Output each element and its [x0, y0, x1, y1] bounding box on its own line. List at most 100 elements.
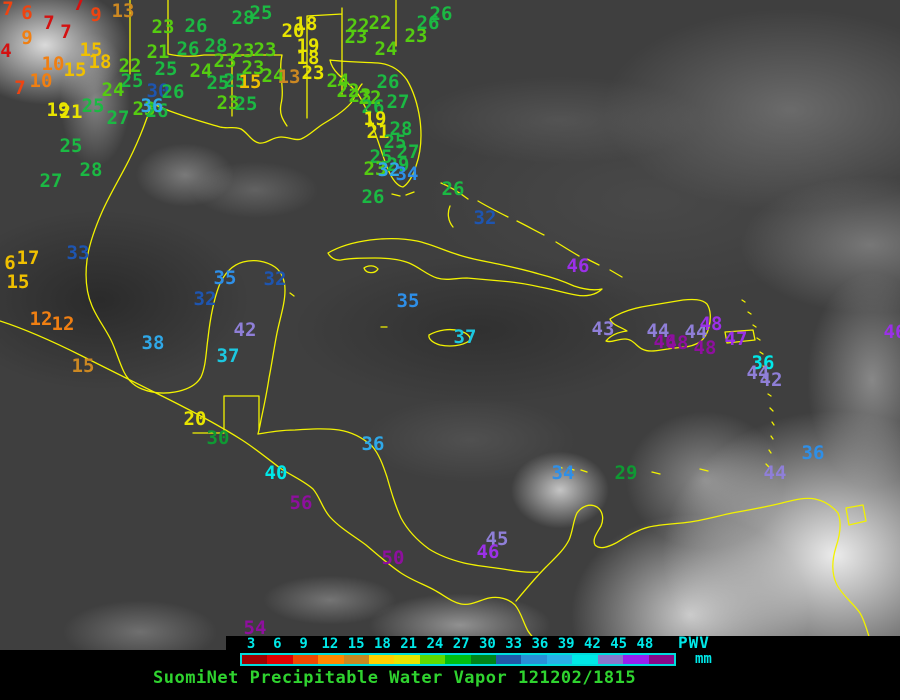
coastline-us-gulf — [151, 83, 363, 144]
station-value: 30 — [206, 427, 230, 450]
station-value: 45 — [485, 528, 509, 551]
station-value: 38 — [141, 332, 165, 355]
station-value: 43 — [591, 318, 615, 341]
station-value: 24 — [189, 60, 213, 83]
station-value: 30 — [146, 80, 170, 103]
station-value: 36 — [361, 433, 385, 456]
colorbar-tick-label: 12 — [321, 636, 339, 652]
station-value: 28 — [389, 118, 413, 141]
station-value: 21 — [366, 121, 390, 144]
station-value: 22 — [358, 87, 382, 110]
station-value: 44 — [646, 320, 670, 343]
station-value: 7 — [60, 21, 72, 44]
station-value: 25 — [154, 58, 178, 81]
colorbar-tick-label: 45 — [610, 636, 628, 652]
colorbar-tick-label: 9 — [299, 636, 308, 652]
station-value: 32 — [193, 288, 217, 311]
station-value: 24 — [374, 38, 398, 61]
station-value: 24 — [101, 79, 125, 102]
station-value: 46 — [653, 331, 677, 354]
colorbar — [240, 653, 676, 666]
station-value: 25 — [234, 93, 258, 116]
colorbar-segment — [546, 655, 573, 664]
station-value: 10 — [41, 53, 65, 76]
colorbar-tick-label: 15 — [347, 636, 365, 652]
venezuela-islands — [555, 465, 709, 475]
colorbar-segment — [470, 655, 497, 664]
station-value: 26 — [416, 12, 440, 35]
colorbar-segment — [445, 655, 471, 664]
station-value: 36 — [751, 352, 775, 375]
station-value: 15 — [63, 59, 87, 82]
station-value: 12 — [51, 313, 75, 336]
station-value: 7 — [2, 0, 14, 21]
colorbar-unit-label: PWV — [678, 633, 710, 652]
station-value: 23 — [151, 16, 175, 39]
station-value: 54 — [243, 617, 267, 640]
station-value: 36 — [140, 95, 164, 118]
station-value: 44 — [763, 462, 787, 485]
border-guatemala-belize — [192, 395, 260, 434]
station-value: 13 — [111, 0, 135, 23]
station-value: 7 — [43, 12, 55, 35]
colorbar-segment — [648, 655, 674, 664]
station-value: 37 — [216, 345, 240, 368]
station-value: 25 — [81, 95, 105, 118]
colorbar-segment — [242, 655, 268, 664]
station-value: 35 — [213, 267, 237, 290]
colorbar-tick-label: 18 — [373, 636, 391, 652]
colorbar-segment — [623, 655, 649, 664]
station-value: 26 — [361, 186, 385, 209]
state-borders — [129, 0, 397, 127]
lesser-antilles-islands — [741, 299, 775, 468]
bahamas-islands — [440, 182, 623, 278]
station-value: 29 — [386, 154, 410, 177]
station-value: 28 — [204, 35, 228, 58]
station-value: 23 — [213, 50, 237, 73]
island-hispaniola — [605, 298, 711, 352]
station-value: 37 — [453, 326, 477, 349]
station-value: 27 — [386, 91, 410, 114]
station-value: 42 — [233, 319, 257, 342]
station-value: 26 — [441, 178, 465, 201]
station-value: 50 — [381, 547, 405, 570]
colorbar-tick-label: 27 — [452, 636, 470, 652]
colorbar-tick-label: 24 — [426, 636, 444, 652]
station-value: 22 — [118, 55, 142, 78]
station-value: 17 — [16, 247, 40, 270]
station-value: 46 — [883, 321, 900, 344]
station-value: 26 — [176, 38, 200, 61]
station-value: 7 — [73, 0, 85, 16]
colorbar-tick-label: 39 — [557, 636, 575, 652]
station-value: 23 — [253, 39, 277, 62]
island-trinidad — [845, 504, 867, 526]
colorbar-tick-label: 33 — [505, 636, 523, 652]
station-value: 48 — [699, 313, 723, 336]
station-value: 25 — [383, 131, 407, 154]
station-value: 44 — [684, 321, 708, 344]
station-value: 32 — [263, 268, 287, 291]
colorbar-tick-label: 21 — [400, 636, 418, 652]
station-value: 9 — [90, 4, 102, 27]
station-value: 25 — [223, 70, 247, 93]
station-value: 25 — [206, 72, 230, 95]
station-value: 32 — [377, 159, 401, 182]
station-value: 27 — [106, 107, 130, 130]
station-value: 23 — [344, 26, 368, 49]
station-value: 28 — [79, 159, 103, 182]
station-value: 56 — [289, 492, 313, 515]
station-value: 46 — [476, 541, 500, 564]
colorbar-segment — [496, 655, 522, 664]
coastline-south-america — [515, 497, 874, 649]
station-value: 26 — [361, 96, 385, 119]
station-value: 6 — [4, 252, 16, 275]
island-cuba — [327, 237, 603, 328]
colorbar-tick-label: 42 — [583, 636, 601, 652]
station-value: 35 — [396, 290, 420, 313]
station-value: 46 — [566, 255, 590, 278]
station-value: 48 — [665, 332, 689, 355]
colorbar-segment — [292, 655, 319, 664]
station-value: 44 — [746, 362, 770, 385]
station-value: 23 — [241, 57, 265, 80]
